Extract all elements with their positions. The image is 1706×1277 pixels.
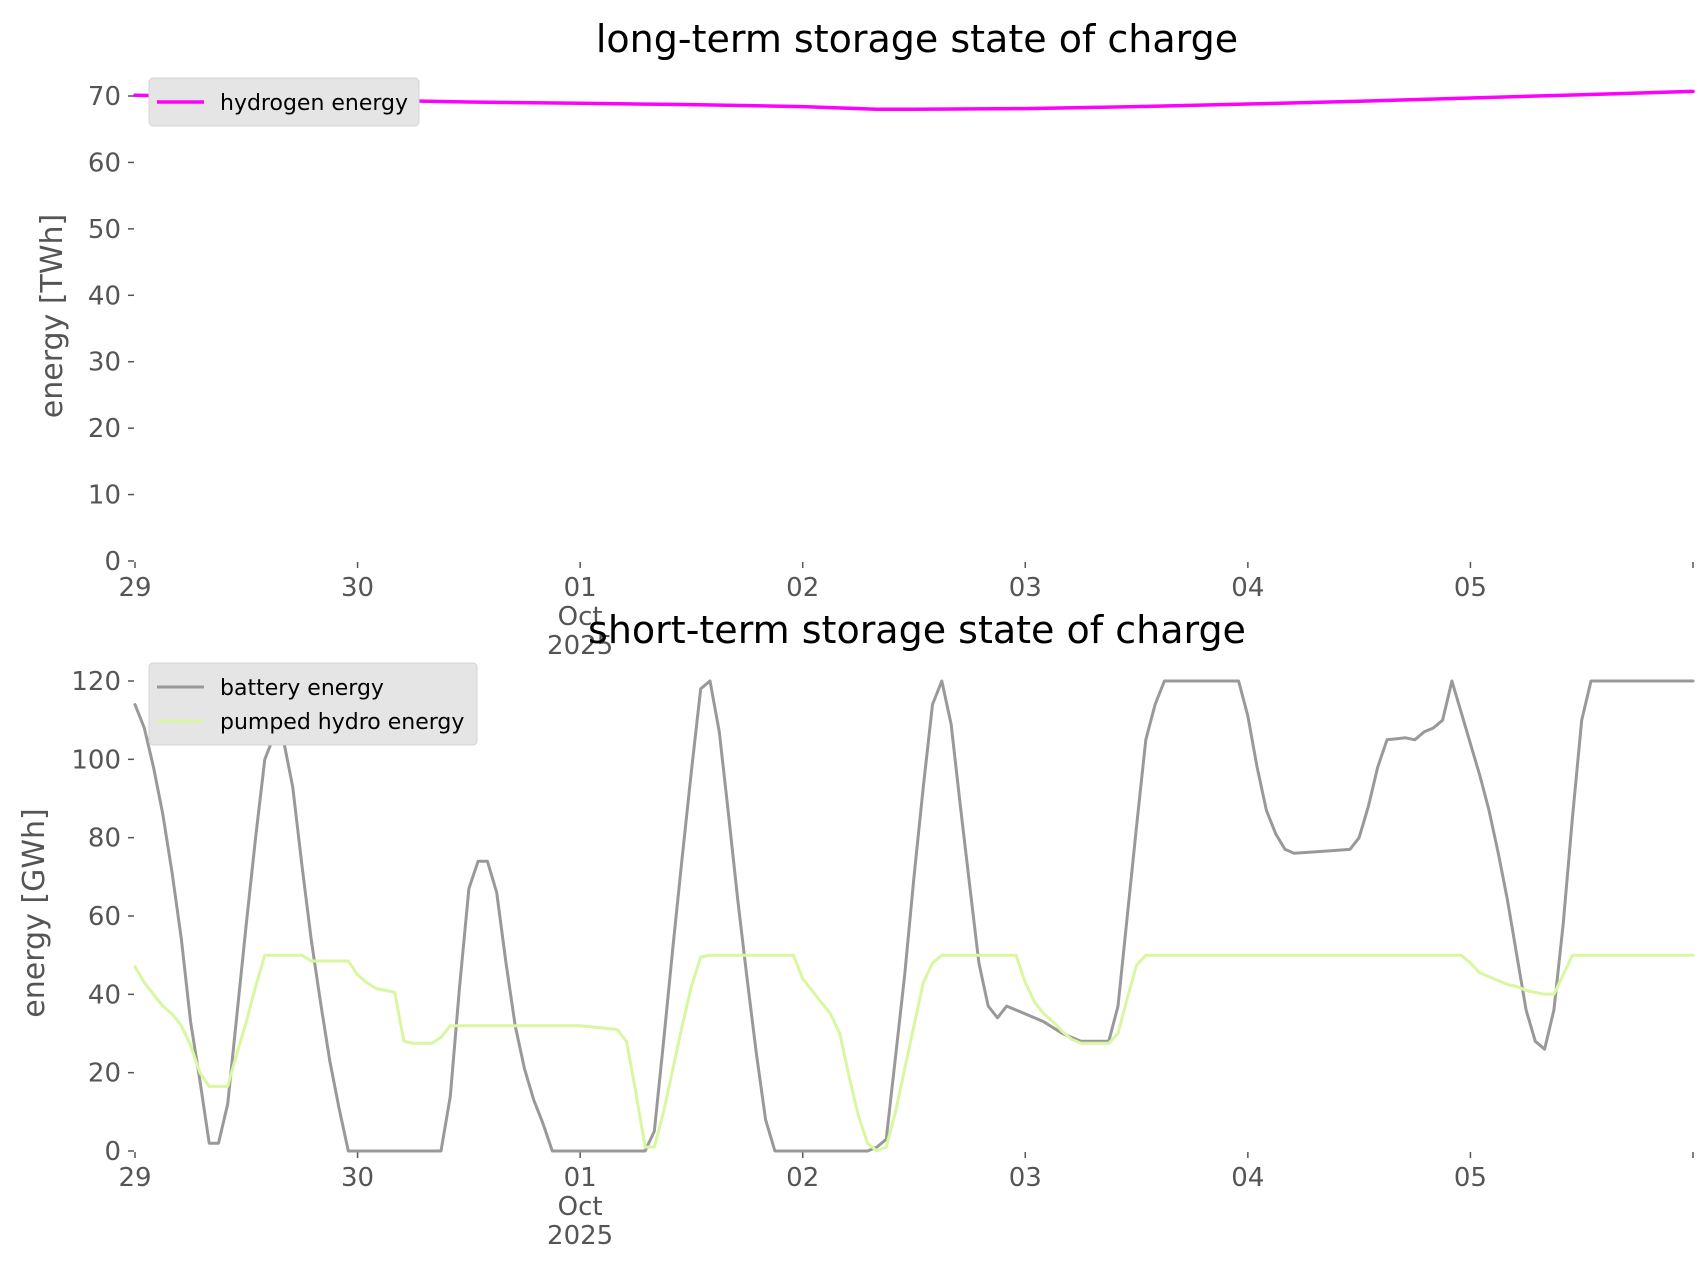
- x-tick-label: Oct: [558, 1192, 603, 1222]
- x-tick-label: 03: [1009, 573, 1042, 603]
- legend-box: [148, 77, 420, 127]
- y-tick-label: 70: [88, 82, 121, 112]
- x-tick-label: 30: [341, 1163, 374, 1193]
- y-tick-label: 40: [88, 980, 121, 1010]
- y-tick-label: 30: [88, 348, 121, 378]
- y-tick-label: 50: [88, 215, 121, 245]
- x-tick-label: 30: [341, 573, 374, 603]
- x-tick-label: 2025: [547, 631, 613, 661]
- legend-label: hydrogen energy: [220, 91, 408, 116]
- x-tick-label: 29: [118, 1163, 151, 1193]
- y-tick-label: 80: [88, 824, 121, 854]
- y-tick-label: 10: [88, 481, 121, 511]
- y-axis-ticks: 0 10 20 30 40 50 60 70: [88, 82, 134, 577]
- x-tick-label: 02: [786, 1163, 819, 1193]
- y-axis-ticks: 0 20 40 60 80 100 120: [71, 667, 134, 1167]
- y-tick-label: 60: [88, 902, 121, 932]
- x-tick-label: 01: [564, 1163, 597, 1193]
- x-tick-label: 05: [1454, 573, 1487, 603]
- legend-label: pumped hydro energy: [220, 710, 464, 735]
- y-tick-label: 20: [88, 1059, 121, 1089]
- legend-box: [148, 662, 478, 746]
- x-tick-label: 05: [1454, 1163, 1487, 1193]
- y-tick-label: 0: [104, 1137, 121, 1167]
- legend-label: battery energy: [220, 676, 384, 701]
- y-tick-label: 40: [88, 281, 121, 311]
- chart-title: long-term storage state of charge: [596, 17, 1238, 61]
- y-tick-label: 0: [104, 547, 121, 577]
- x-tick-label: 03: [1009, 1163, 1042, 1193]
- x-tick-label: 02: [786, 573, 819, 603]
- y-axis-label: energy [GWh]: [17, 808, 52, 1017]
- series-line-pumped-hydro-energy: [133, 953, 1695, 1153]
- y-tick-label: 20: [88, 414, 121, 444]
- x-tick-label: 04: [1231, 573, 1264, 603]
- x-tick-label: 01: [564, 573, 597, 603]
- series-layer: [133, 679, 1695, 1153]
- legend: battery energy pumped hydro energy: [148, 662, 478, 746]
- short-term-storage-chart: short-term storage state of charge energ…: [17, 608, 1695, 1251]
- series-line-battery-energy: [133, 679, 1695, 1153]
- legend: hydrogen energy: [148, 77, 420, 127]
- y-axis-label: energy [TWh]: [35, 214, 70, 418]
- x-tick-label: Oct: [558, 602, 603, 632]
- y-tick-label: 120: [71, 667, 121, 697]
- chart-title: short-term storage state of charge: [588, 608, 1246, 652]
- y-tick-label: 60: [88, 148, 121, 178]
- y-tick-label: 100: [71, 745, 121, 775]
- x-tick-label: 2025: [547, 1221, 613, 1251]
- long-term-storage-chart: long-term storage state of charge energy…: [35, 17, 1695, 661]
- x-tick-label: 29: [118, 573, 151, 603]
- x-tick-label: 04: [1231, 1163, 1264, 1193]
